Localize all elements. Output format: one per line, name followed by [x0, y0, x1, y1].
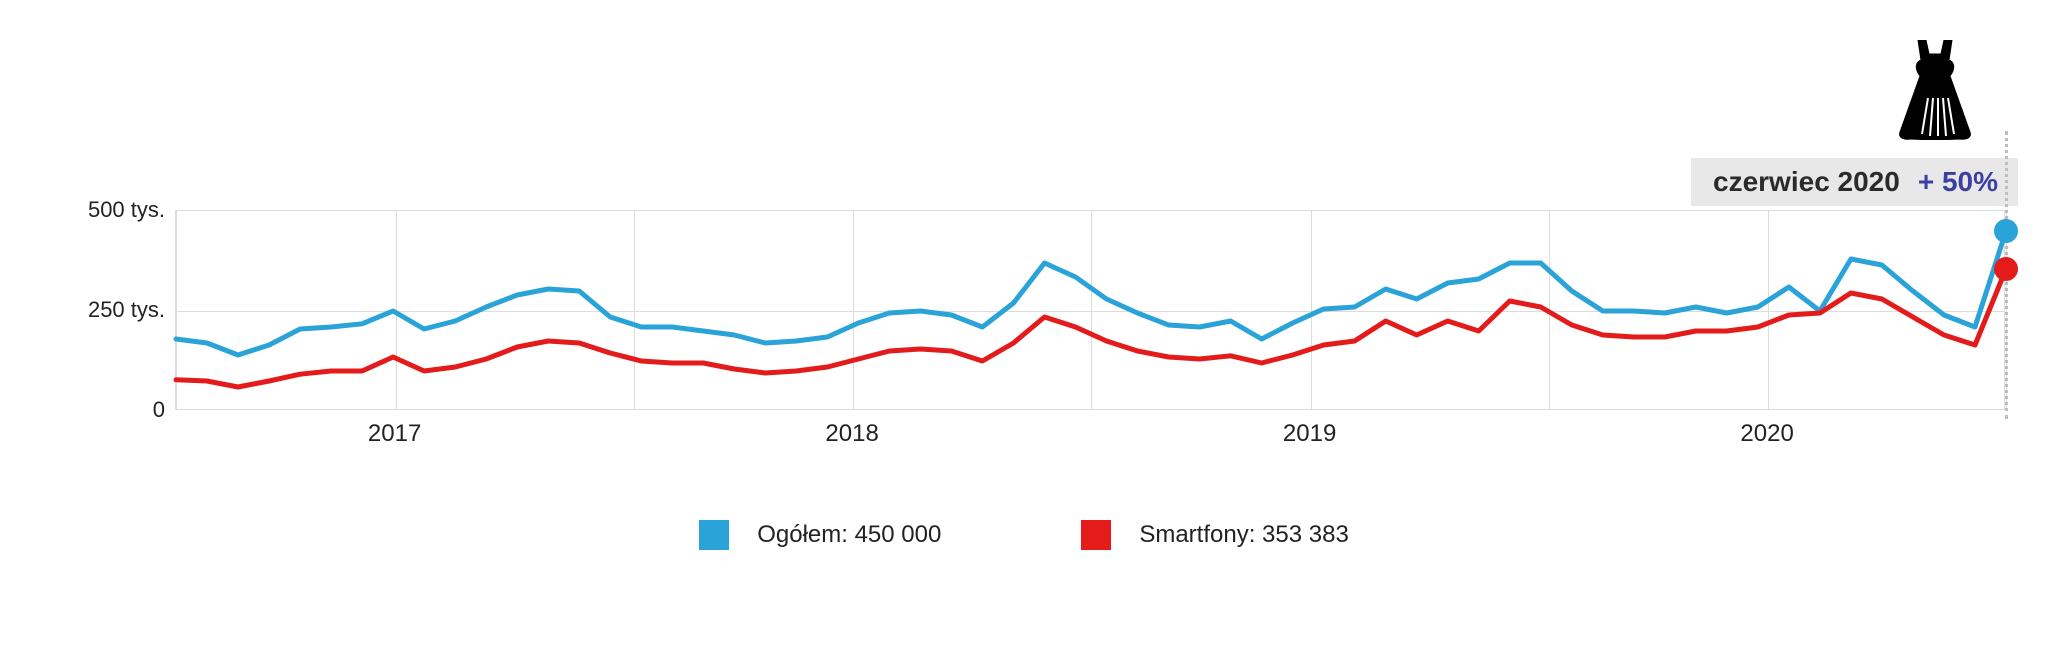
y-tick-label: 0 [0, 397, 165, 423]
line-chart: 500 tys. 250 tys. 0 2017201820192020 [60, 210, 2020, 470]
chart-lines [176, 211, 2004, 409]
highlight-pct: + 50% [1918, 166, 1998, 198]
plot-area [175, 210, 2005, 410]
chart-container: czerwiec 2020 + 50% 500 tys. 250 tys. 0 … [0, 0, 2048, 647]
y-tick-label: 250 tys. [0, 297, 165, 323]
y-tick-label: 500 tys. [0, 197, 165, 223]
dress-icon [1892, 40, 1978, 140]
legend-item: Smartfony: 353 383 [1081, 520, 1348, 550]
x-tick-label: 2019 [1283, 420, 1336, 448]
x-tick-label: 2020 [1740, 420, 1793, 448]
legend-text: Ogółem: 450 000 [757, 521, 941, 549]
legend-text: Smartfony: 353 383 [1139, 521, 1348, 549]
highlight-date: czerwiec 2020 [1713, 166, 1900, 198]
highlight-badge: czerwiec 2020 + 50% [1691, 158, 2018, 206]
legend-swatch [1081, 520, 1111, 550]
legend: Ogółem: 450 000 Smartfony: 353 383 [0, 520, 2048, 550]
series-end-dot [1994, 257, 2018, 281]
legend-item: Ogółem: 450 000 [699, 520, 941, 550]
series-end-dot [1994, 219, 2018, 243]
x-tick-label: 2018 [825, 420, 878, 448]
x-tick-label: 2017 [368, 420, 421, 448]
legend-swatch [699, 520, 729, 550]
